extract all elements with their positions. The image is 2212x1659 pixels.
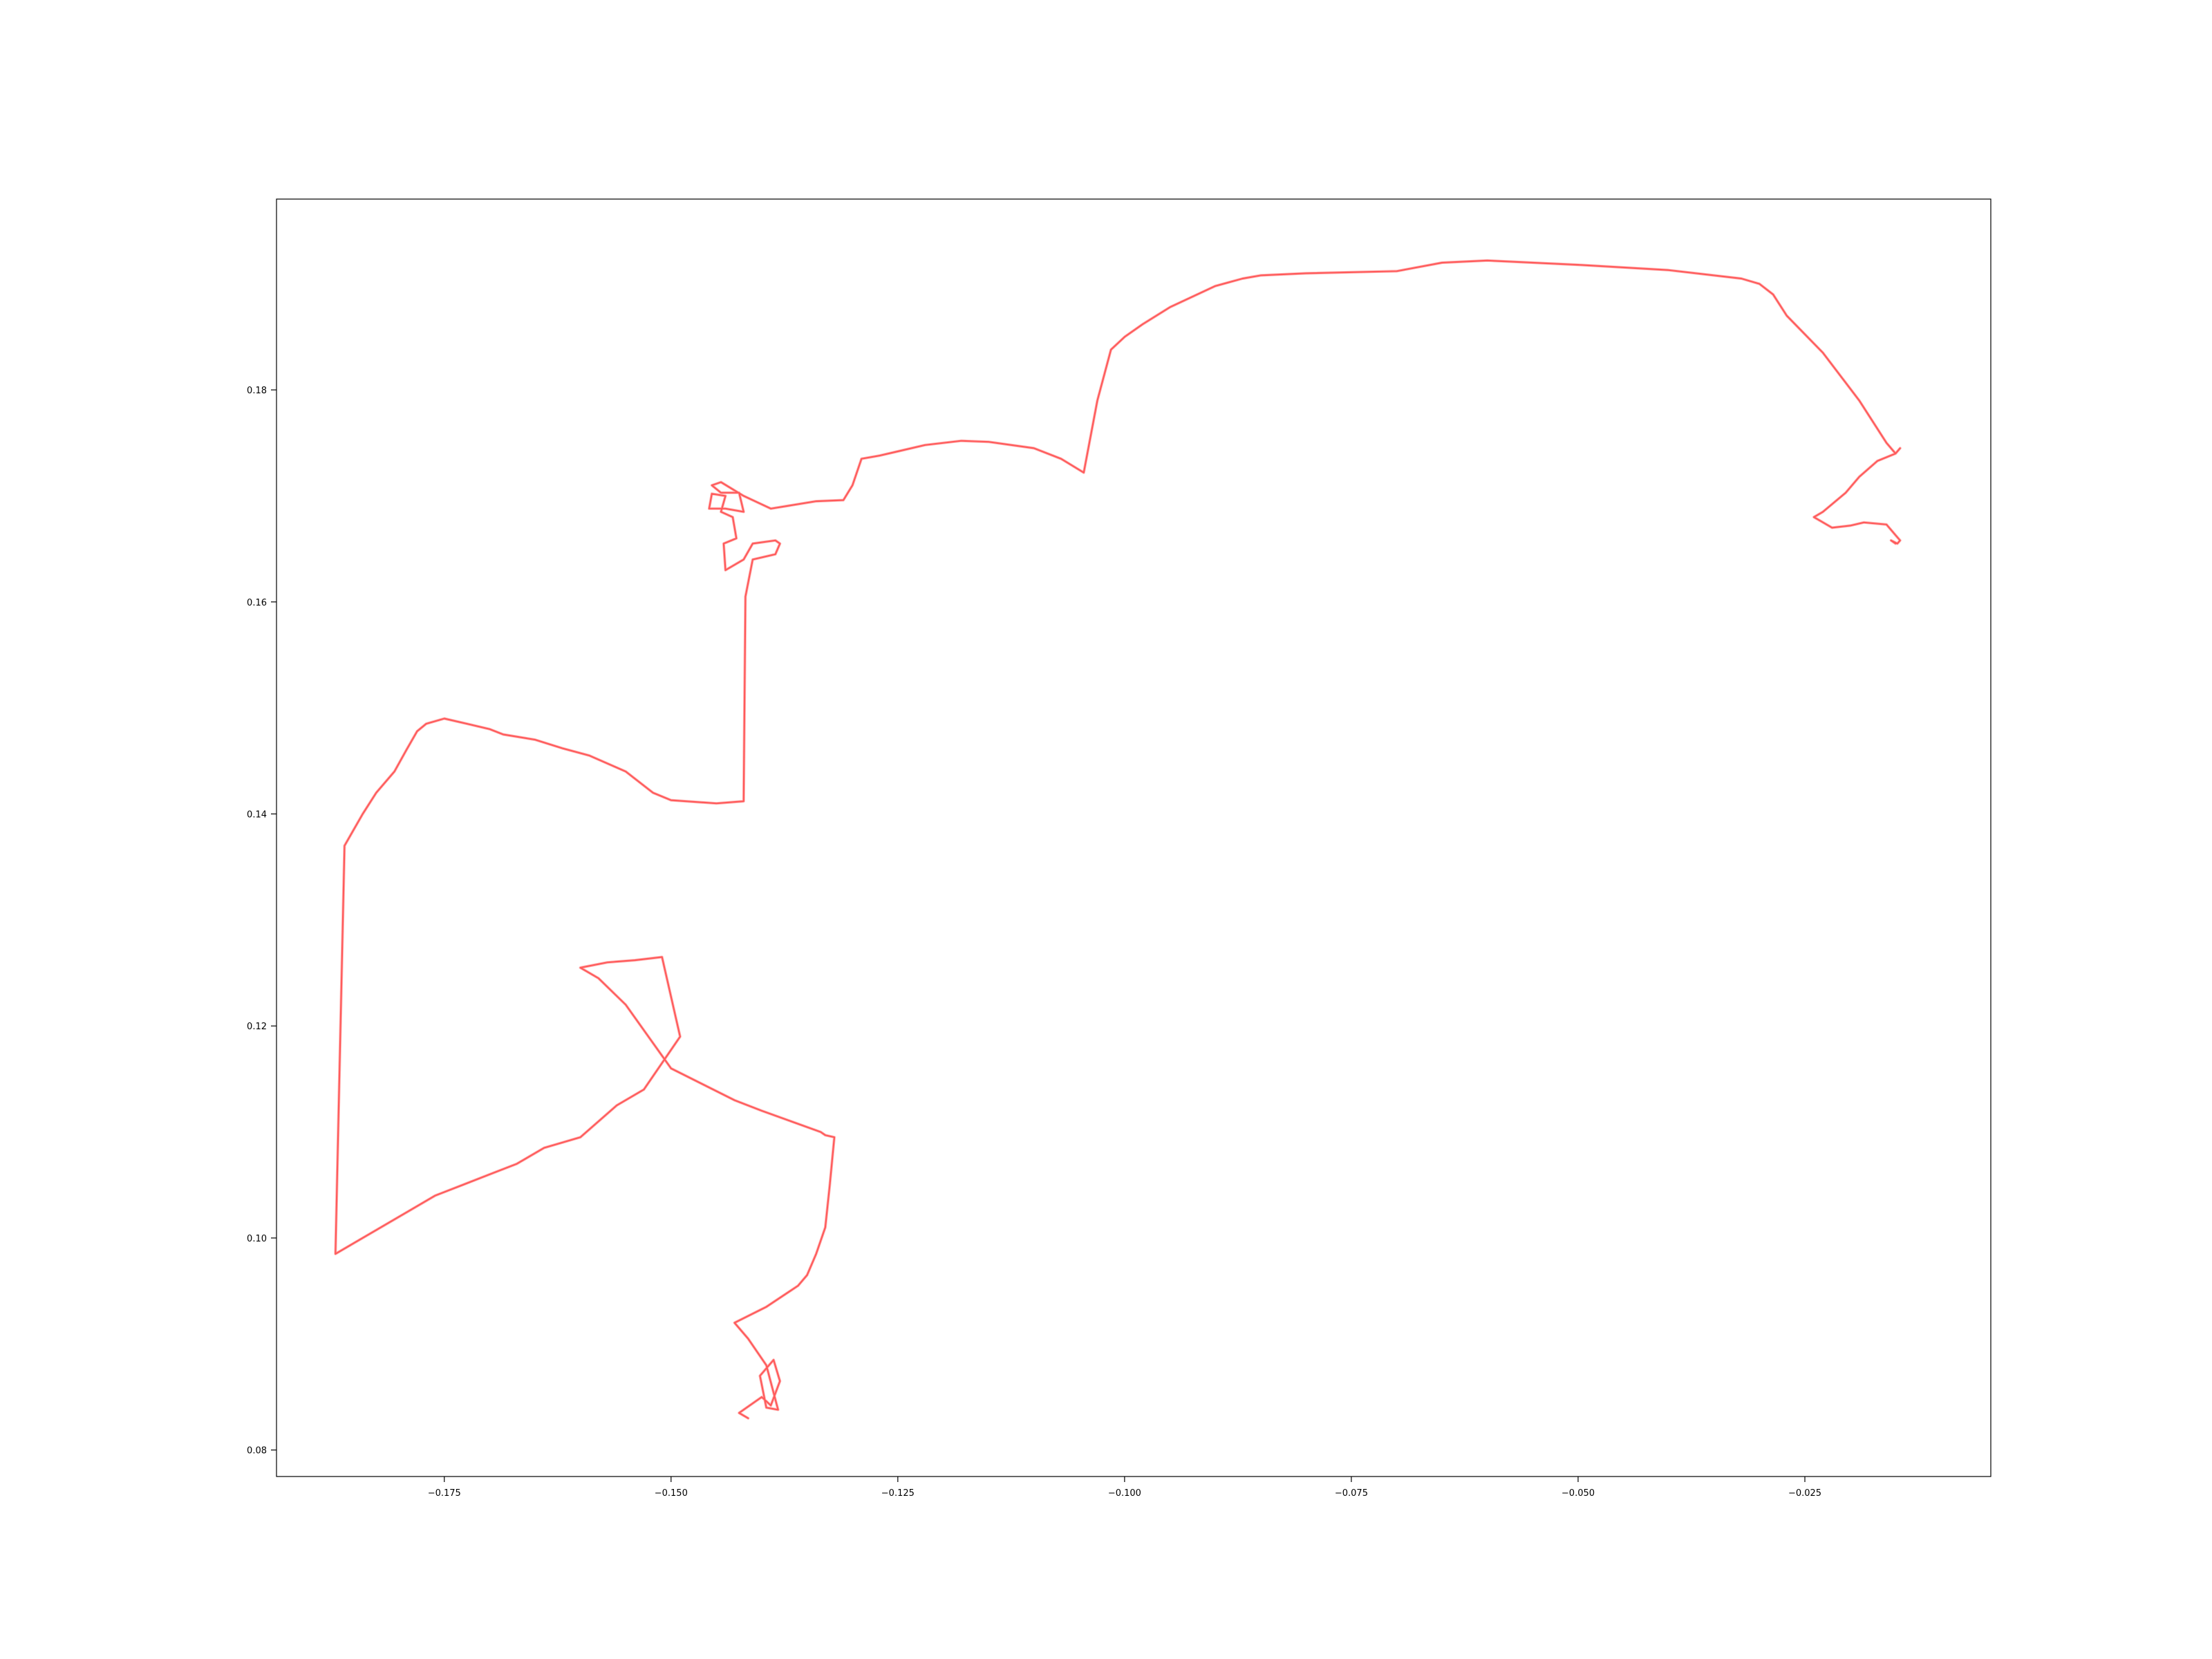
trajectory-line — [335, 259, 1901, 1419]
y-tick-label: 0.14 — [247, 809, 267, 820]
x-tick-label: −0.125 — [881, 1488, 915, 1499]
x-tick-label: −0.050 — [1562, 1488, 1595, 1499]
y-tick-label: 0.12 — [247, 1022, 267, 1032]
x-tick-label: −0.025 — [1788, 1488, 1821, 1499]
axes-frame — [276, 198, 1991, 1477]
y-tick-label: 0.16 — [247, 598, 267, 608]
axis-ticks: −0.175 −0.150 −0.125 −0.100 −0.075 −0.050 −0.0… — [247, 386, 1821, 1499]
x-tick-label: −0.075 — [1335, 1488, 1368, 1499]
x-tick-label: −0.150 — [655, 1488, 688, 1499]
y-tick-label: 0.18 — [247, 386, 267, 396]
plot-area — [334, 259, 1902, 1420]
x-tick-label: −0.100 — [1108, 1488, 1141, 1499]
x-tick-label: −0.175 — [428, 1488, 461, 1499]
y-tick-label: 0.08 — [247, 1446, 267, 1456]
y-tick-label: 0.10 — [247, 1234, 267, 1244]
